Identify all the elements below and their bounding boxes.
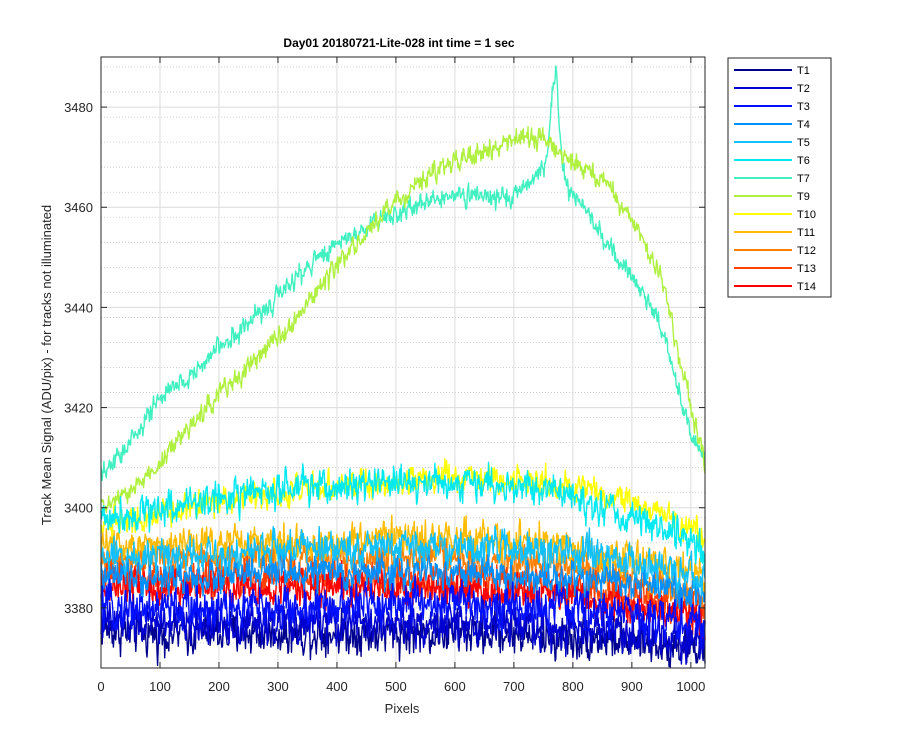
x-tick-label: 700 <box>503 679 525 694</box>
series-line-t7 <box>100 65 706 481</box>
chart-title: Day01 20180721-Lite-028 int time = 1 sec <box>283 36 514 50</box>
series-line-t4 <box>100 548 706 610</box>
legend-label-t6: T6 <box>797 155 810 167</box>
x-tick-label: 800 <box>562 679 584 694</box>
series-line-t6 <box>100 461 706 569</box>
x-tick-label: 600 <box>444 679 466 694</box>
x-tick-label: 200 <box>208 679 230 694</box>
legend-items: T1 T2 T3 T4 T5 T6 T7 T9 T10 T11 T12 T13 T14 <box>734 65 816 293</box>
y-tick-label: 3380 <box>64 601 93 616</box>
y-tick-label: 3460 <box>64 200 93 215</box>
series-line-t9 <box>100 126 706 514</box>
legend: T1 T2 T3 T4 T5 T6 T7 T9 T10 T11 T12 T13 T14 <box>727 57 832 298</box>
x-axis-tick-labels: 0 100 200 300 400 500 600 700 800 900 1000 <box>97 679 705 694</box>
y-tick-label: 3400 <box>64 501 93 516</box>
legend-label-t10: T10 <box>797 209 816 221</box>
legend-label-t5: T5 <box>797 137 810 149</box>
legend-label-t14: T14 <box>797 281 816 293</box>
x-tick-label: 0 <box>97 679 104 694</box>
legend-label-t4: T4 <box>797 119 810 131</box>
y-tick-label: 3420 <box>64 401 93 416</box>
x-tick-label: 500 <box>385 679 407 694</box>
y-tick-label: 3480 <box>64 100 93 115</box>
y-axis-label: Track Mean Signal (ADU/pix) - for tracks… <box>39 205 54 525</box>
legend-label-t12: T12 <box>797 245 816 257</box>
legend-label-t3: T3 <box>797 101 810 113</box>
x-tick-label: 300 <box>267 679 289 694</box>
series-lines <box>100 65 706 668</box>
legend-label-t13: T13 <box>797 263 816 275</box>
legend-label-t9: T9 <box>797 191 810 203</box>
legend-label-t11: T11 <box>797 227 815 239</box>
x-tick-label: 900 <box>621 679 643 694</box>
x-tick-label: 100 <box>149 679 171 694</box>
axis-ticks <box>100 57 705 668</box>
legend-label-t7: T7 <box>797 173 810 185</box>
series-line-t3 <box>100 575 706 648</box>
series-line-t5 <box>100 525 706 597</box>
x-tick-label: 400 <box>326 679 348 694</box>
legend-label-t1: T1 <box>797 65 810 77</box>
x-tick-label: 1000 <box>676 679 705 694</box>
x-axis-label: Pixels <box>385 701 420 716</box>
series-line-t11 <box>100 514 706 597</box>
y-axis-tick-labels: 3380 3400 3420 3440 3460 3480 <box>64 100 93 616</box>
legend-label-t2: T2 <box>797 83 810 95</box>
plot-frame <box>100 56 706 669</box>
y-tick-label: 3440 <box>64 300 93 315</box>
